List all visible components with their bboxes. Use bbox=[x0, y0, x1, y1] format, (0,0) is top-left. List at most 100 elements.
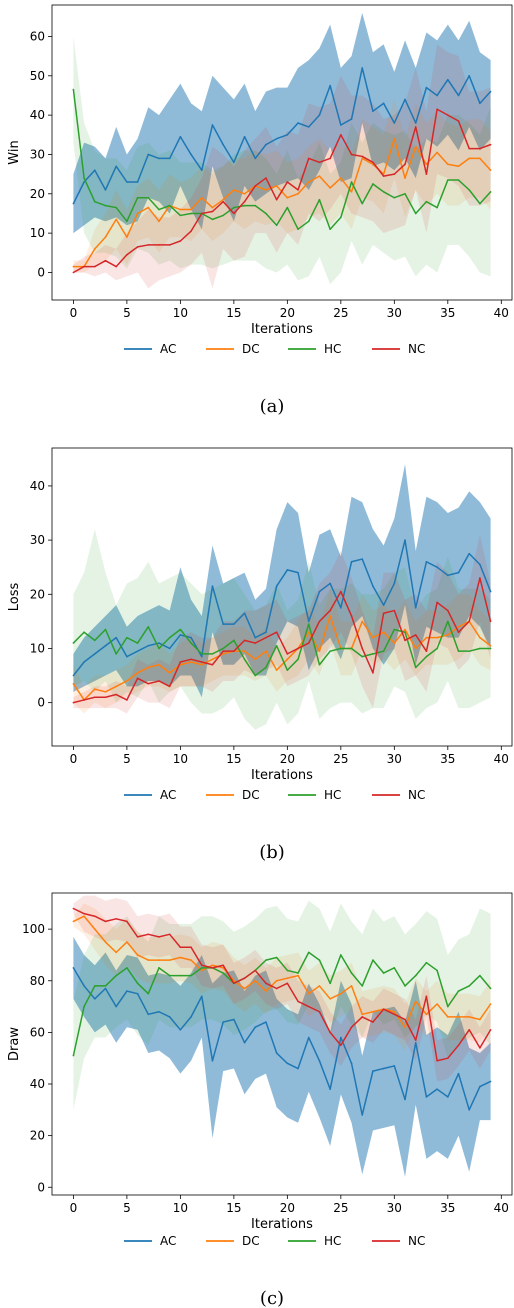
data-point-NC bbox=[414, 126, 417, 128]
data-point-DC bbox=[372, 1010, 374, 1013]
data-point-AC bbox=[468, 1109, 471, 1111]
data-point-AC bbox=[168, 647, 171, 650]
chart-panel-1: 0 5 10 15 20 25 30 35 40 0 10 20 30 40 50 60 Iterations W… bbox=[7, 4, 513, 417]
data-point-AC bbox=[436, 566, 438, 568]
data-point-AC bbox=[275, 1052, 278, 1054]
legend-label-NC: NC bbox=[408, 342, 425, 356]
data-point-HC bbox=[329, 650, 331, 652]
data-point-HC bbox=[404, 193, 406, 195]
data-point-NC bbox=[83, 265, 85, 268]
data-point-NC bbox=[414, 634, 417, 636]
x-tick-label: 40 bbox=[494, 1201, 509, 1215]
data-point-AC bbox=[297, 1067, 299, 1070]
data-point-DC bbox=[425, 1013, 428, 1016]
data-point-DC bbox=[297, 974, 299, 977]
x-tick-label: 30 bbox=[387, 752, 402, 766]
axes-frame bbox=[51, 447, 513, 747]
data-point-AC bbox=[168, 157, 171, 160]
data-point-NC bbox=[479, 1047, 481, 1049]
data-point-HC bbox=[168, 974, 171, 977]
data-point-AC bbox=[254, 157, 257, 160]
data-point-NC bbox=[361, 155, 364, 158]
data-point-NC bbox=[93, 915, 96, 918]
data-point-DC bbox=[200, 663, 203, 666]
data-point-AC bbox=[200, 655, 203, 658]
data-point-NC bbox=[393, 173, 396, 175]
data-point-HC bbox=[350, 181, 353, 183]
x-tick-label: 20 bbox=[280, 752, 295, 766]
data-point-AC bbox=[382, 604, 385, 606]
data-point-NC bbox=[468, 147, 471, 150]
data-point-AC bbox=[382, 1067, 385, 1070]
data-point-DC bbox=[489, 1003, 492, 1005]
data-point-DC bbox=[158, 220, 160, 223]
data-point-DC bbox=[233, 189, 235, 191]
data-point-HC bbox=[275, 956, 278, 959]
data-point-AC bbox=[457, 571, 460, 574]
data-point-DC bbox=[126, 236, 128, 238]
band-NC bbox=[73, 44, 491, 289]
data-point-DC bbox=[404, 628, 406, 631]
data-point-AC bbox=[329, 582, 331, 585]
data-point-DC bbox=[350, 985, 353, 987]
data-point-HC bbox=[126, 636, 128, 639]
data-point-AC bbox=[489, 1080, 492, 1083]
data-point-NC bbox=[233, 212, 235, 215]
data-point-NC bbox=[190, 946, 192, 949]
lines bbox=[72, 907, 492, 1116]
data-point-AC bbox=[233, 1018, 235, 1021]
data-point-HC bbox=[136, 196, 139, 199]
data-point-DC bbox=[372, 636, 374, 639]
data-point-DC bbox=[254, 658, 257, 661]
data-point-NC bbox=[168, 933, 171, 936]
data-point-HC bbox=[307, 623, 310, 625]
data-point-AC bbox=[414, 122, 417, 124]
data-point-AC bbox=[243, 612, 246, 615]
data-point-HC bbox=[350, 972, 353, 974]
data-point-NC bbox=[329, 1031, 331, 1034]
data-point-HC bbox=[254, 674, 257, 677]
y-tick-label: 80 bbox=[30, 974, 45, 988]
data-point-DC bbox=[115, 951, 117, 954]
data-point-HC bbox=[200, 967, 203, 969]
data-point-HC bbox=[179, 628, 182, 631]
data-point-NC bbox=[265, 982, 267, 985]
data-point-AC bbox=[136, 992, 139, 995]
data-point-HC bbox=[468, 985, 471, 987]
data-point-NC bbox=[340, 134, 342, 136]
data-point-DC bbox=[457, 1016, 460, 1018]
y-tick-label: 40 bbox=[30, 1077, 45, 1091]
x-tick-label: 15 bbox=[226, 1201, 241, 1215]
data-point-AC bbox=[115, 1005, 117, 1008]
data-point-NC bbox=[72, 271, 75, 274]
legend-label-AC: AC bbox=[160, 342, 176, 356]
x-axis-label: Iterations bbox=[251, 322, 313, 337]
legend-label-DC: DC bbox=[242, 342, 260, 356]
data-point-AC bbox=[72, 674, 75, 677]
x-tick-label: 20 bbox=[280, 1201, 295, 1215]
data-point-HC bbox=[115, 653, 117, 655]
lines bbox=[72, 539, 492, 704]
band-AC bbox=[73, 12, 491, 234]
data-point-NC bbox=[318, 1010, 321, 1013]
lines bbox=[72, 67, 492, 274]
y-tick-label: 0 bbox=[37, 696, 45, 710]
data-point-DC bbox=[83, 915, 85, 918]
data-point-AC bbox=[275, 137, 278, 140]
data-point-AC bbox=[83, 985, 85, 987]
data-point-DC bbox=[136, 212, 139, 215]
data-point-HC bbox=[447, 179, 449, 181]
chart-panel-2: 0 5 10 15 20 25 30 35 40 0 10 20 30 40 Iterations Loss A… bbox=[7, 447, 513, 863]
x-tick-label: 0 bbox=[70, 1201, 78, 1215]
panel-caption: (a) bbox=[260, 396, 285, 417]
data-point-AC bbox=[307, 126, 310, 128]
data-point-DC bbox=[179, 956, 182, 959]
data-point-NC bbox=[222, 650, 224, 652]
data-point-DC bbox=[318, 650, 321, 652]
panel-caption: (b) bbox=[259, 842, 285, 863]
data-point-NC bbox=[275, 987, 278, 990]
data-point-DC bbox=[457, 626, 460, 628]
data-point-HC bbox=[136, 642, 139, 644]
data-point-HC bbox=[404, 985, 406, 987]
data-point-DC bbox=[479, 1018, 481, 1021]
